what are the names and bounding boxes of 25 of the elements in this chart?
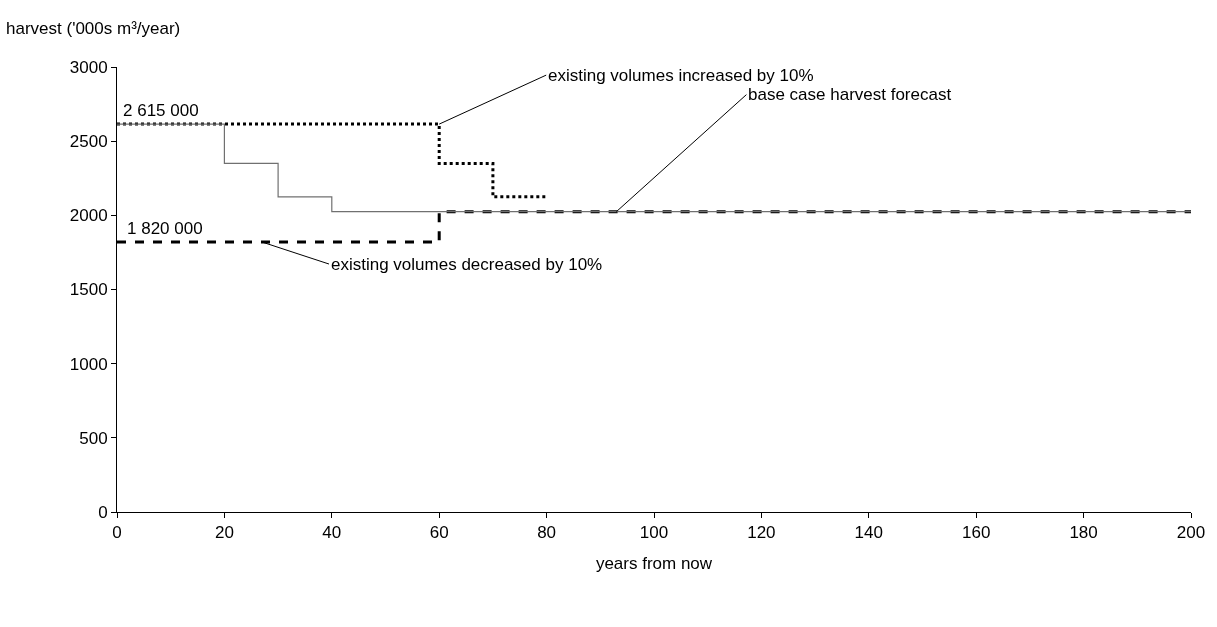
x-tick-label: 100 <box>639 523 669 543</box>
x-tick-label: 60 <box>429 523 449 543</box>
x-tick-label: 180 <box>1069 523 1098 543</box>
x-tick-label: 80 <box>537 523 557 543</box>
x-tick-label: 140 <box>854 523 883 543</box>
annotation: base case harvest forecast <box>748 85 952 104</box>
x-tick-label: 40 <box>322 523 342 543</box>
x-tick-label: 0 <box>112 523 122 543</box>
y-tick-label: 0 <box>98 502 108 522</box>
y-tick-label: 3000 <box>69 57 108 77</box>
x-tick-label: 160 <box>962 523 991 543</box>
x-axis-title: years from now <box>595 553 713 573</box>
annotation: existing volumes increased by 10% <box>548 66 814 85</box>
annotation: 2 615 000 <box>123 101 199 120</box>
x-tick-label: 20 <box>214 523 234 543</box>
x-tick-label: 120 <box>747 523 776 543</box>
y-tick-label: 2500 <box>69 132 108 152</box>
y-axis-title: harvest ('000s m³/year) <box>6 19 181 38</box>
y-tick-label: 500 <box>79 428 108 448</box>
annotation: existing volumes decreased by 10% <box>331 255 603 274</box>
y-tick-label: 1000 <box>69 354 108 374</box>
y-tick-label: 2000 <box>69 206 108 226</box>
y-tick-label: 1500 <box>69 280 108 300</box>
x-tick-label: 200 <box>1176 523 1206 543</box>
annotation: 1 820 000 <box>127 219 203 238</box>
